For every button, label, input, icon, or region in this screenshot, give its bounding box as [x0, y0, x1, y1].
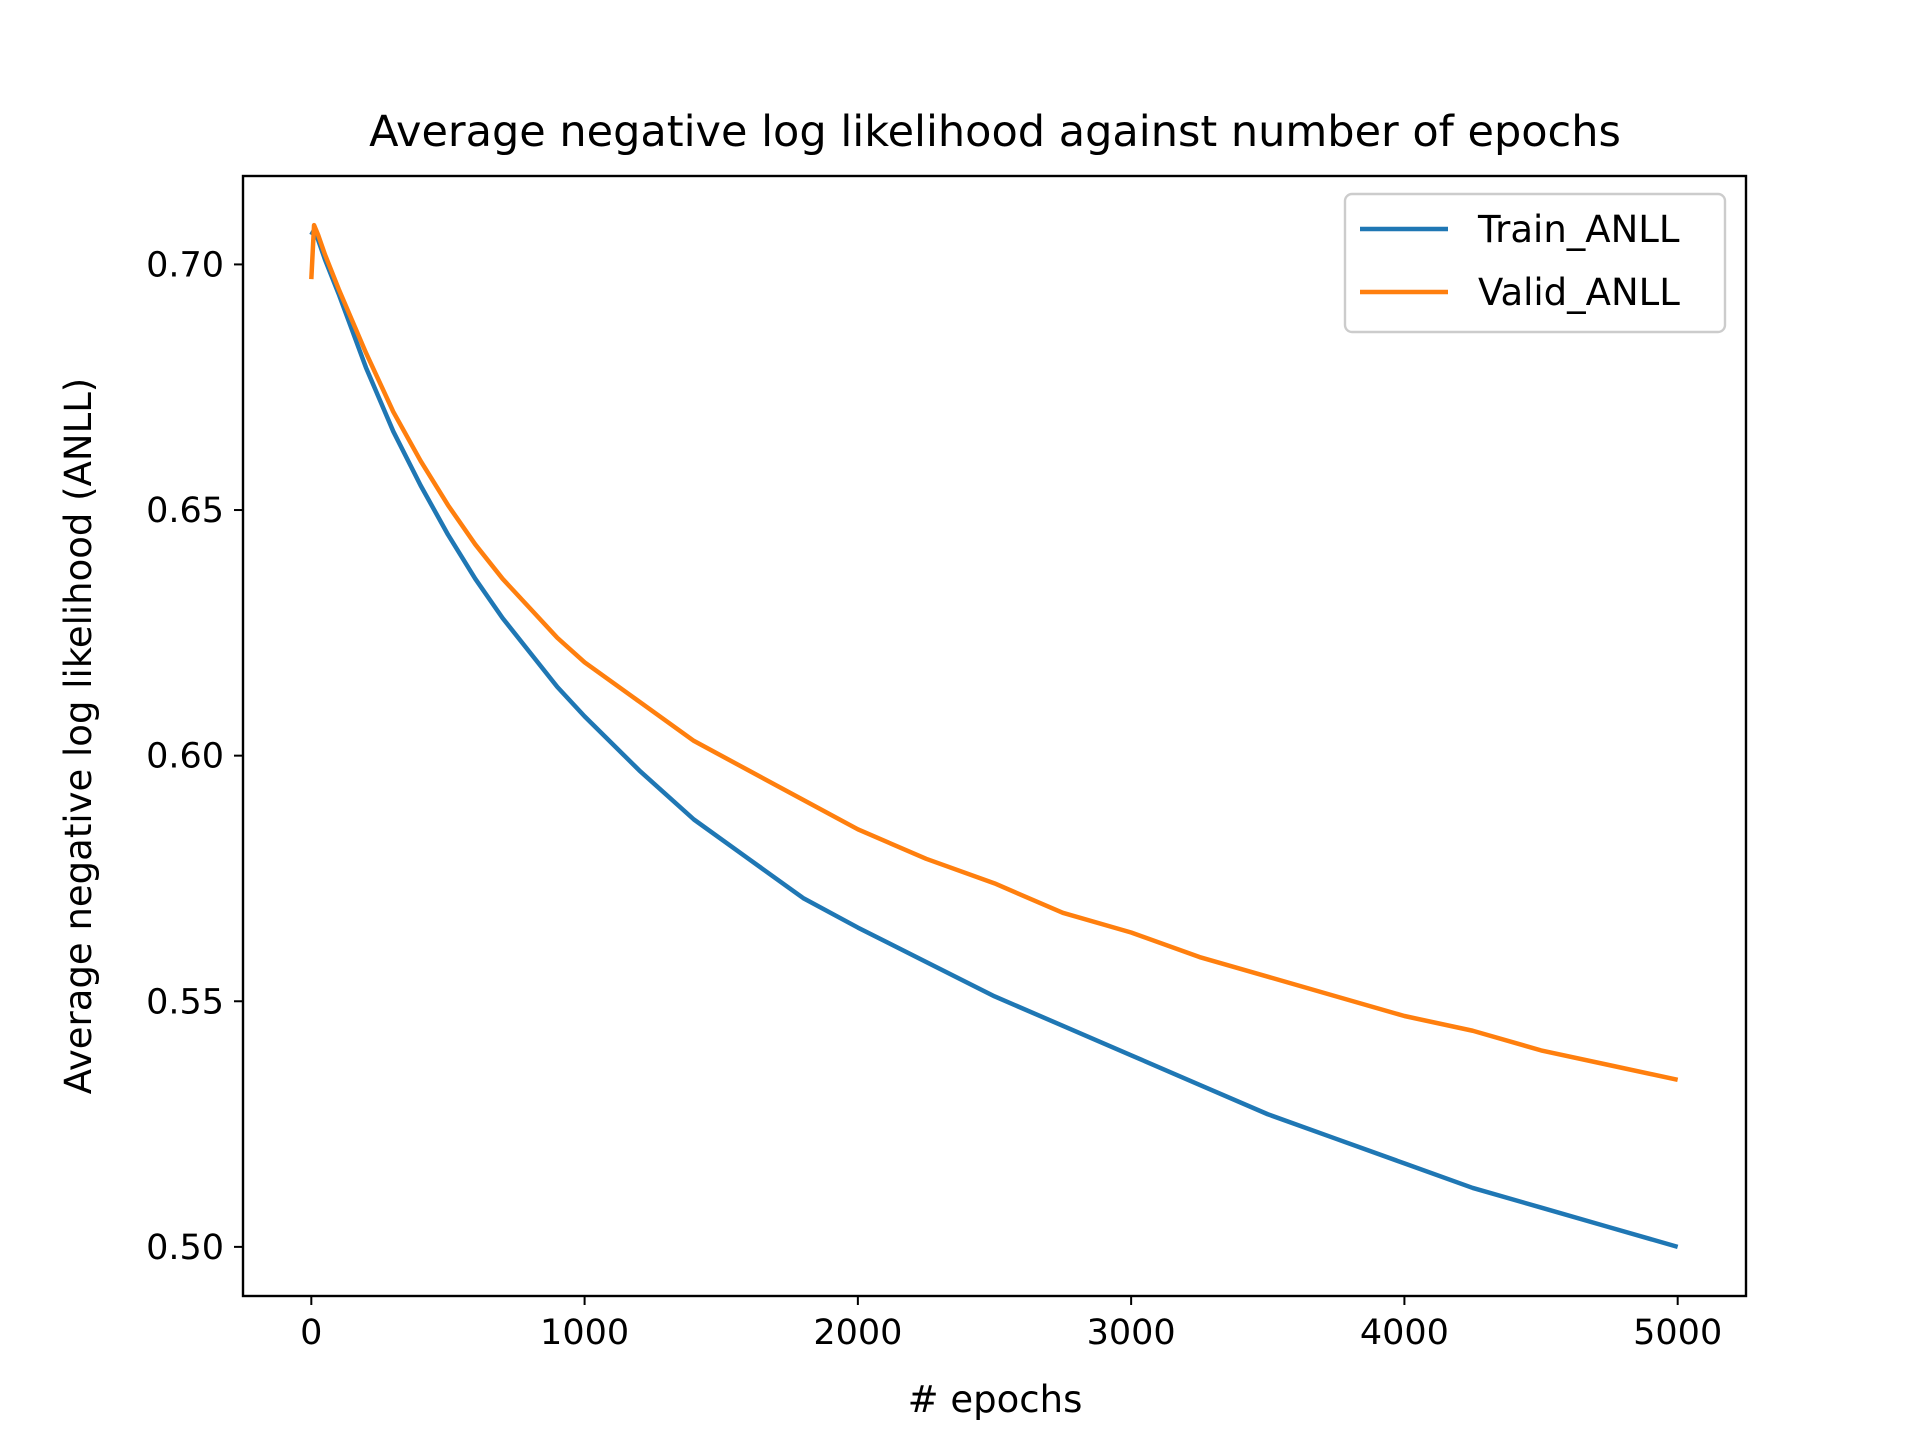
x-tick-label: 0 — [300, 1313, 322, 1353]
x-tick-label: 5000 — [1633, 1313, 1722, 1353]
legend-label-train: Train_ANLL — [1477, 208, 1680, 251]
y-axis-ticks: 0.50 0.55 0.60 0.65 0.70 — [146, 245, 243, 1268]
x-tick-label: 3000 — [1087, 1313, 1176, 1353]
legend: Train_ANLL Valid_ANLL — [1343, 192, 1727, 334]
chart-title: Average negative log likelihood against … — [369, 107, 1621, 157]
x-axis-label: # epochs — [908, 1378, 1083, 1421]
legend-label-valid: Valid_ANLL — [1478, 271, 1680, 314]
x-tick-label: 1000 — [540, 1313, 629, 1353]
y-tick-label: 0.50 — [146, 1228, 224, 1268]
plot-area — [241, 174, 1748, 1298]
x-tick-label: 2000 — [813, 1313, 902, 1353]
y-axis-label: Average negative log likelihood (ANLL) — [57, 378, 100, 1095]
plot-frame — [241, 174, 1748, 1298]
y-tick-label: 0.70 — [146, 245, 224, 285]
y-tick-label: 0.65 — [146, 491, 224, 531]
y-tick-label: 0.55 — [146, 982, 224, 1022]
y-tick-label: 0.60 — [146, 737, 224, 777]
x-tick-label: 4000 — [1360, 1313, 1449, 1353]
series-layer — [309, 222, 1679, 1250]
series-line-train-anll — [309, 227, 1679, 1250]
series-line-valid-anll — [309, 222, 1679, 1083]
x-axis-ticks: 0 1000 2000 3000 4000 5000 — [300, 1296, 1722, 1353]
